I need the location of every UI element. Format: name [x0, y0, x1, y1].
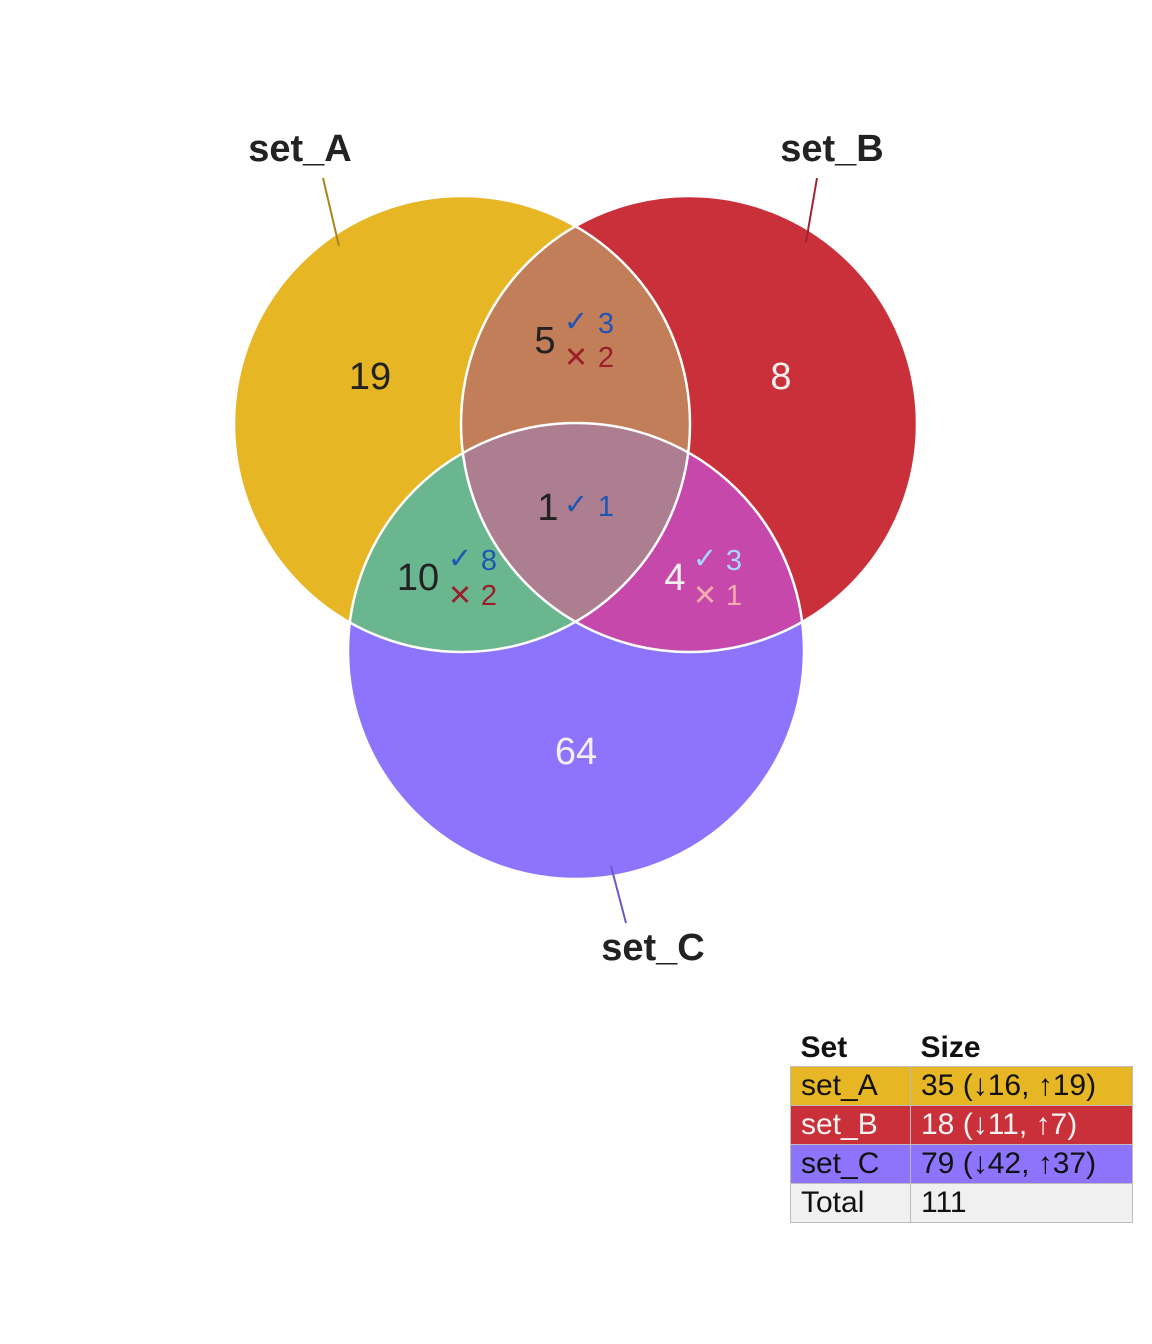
region-ac-down-mark: ✕	[448, 580, 472, 612]
region-bc-up-count: 3	[726, 545, 742, 577]
legend-row: set_A 35 (↓16, ↑19)	[790, 1066, 1133, 1106]
set-b-label: set_B	[780, 128, 884, 170]
region-a-only-count: 19	[349, 356, 391, 398]
legend-header-size: Size	[920, 1031, 981, 1064]
region-ab-up-mark: ✓	[564, 306, 588, 338]
region-ac-count: 10	[397, 557, 439, 599]
legend-row: set_B 18 (↓11, ↑7)	[790, 1105, 1133, 1145]
region-b-only-count: 8	[770, 356, 791, 398]
region-c-only-count: 64	[555, 731, 597, 773]
set-c-outline	[346, 421, 806, 881]
set-c-leader-line	[610, 865, 627, 924]
region-ac-up-mark: ✓	[448, 543, 472, 575]
set-a-outline	[232, 194, 692, 654]
set-a-label: set_A	[248, 128, 352, 170]
region-bc-down-mark: ✕	[693, 580, 717, 612]
set-b-outline	[459, 194, 919, 654]
set-a-leader-line	[322, 177, 340, 247]
region-ab-up-count: 3	[598, 308, 614, 340]
region-ac-down-count: 2	[481, 580, 497, 612]
region-abc-up-count: 1	[598, 491, 614, 523]
legend-header-row: Set Size	[791, 1028, 1133, 1067]
region-bc-count: 4	[664, 557, 685, 599]
legend-total-label: Total	[790, 1183, 911, 1223]
region-ab-count: 5	[534, 320, 555, 362]
legend-set-size: 79 (↓42, ↑37)	[910, 1144, 1133, 1184]
legend-total-row: Total 111	[790, 1183, 1133, 1223]
legend-header-set: Set	[800, 1031, 848, 1064]
legend-set-name: set_B	[790, 1105, 911, 1145]
region-abc-count: 1	[537, 487, 558, 529]
legend-set-size: 35 (↓16, ↑19)	[910, 1066, 1133, 1106]
region-bc-up-mark: ✓	[693, 543, 717, 575]
region-ab-down-mark: ✕	[564, 342, 588, 374]
legend-set-name: set_C	[790, 1144, 911, 1184]
set-c-label: set_C	[601, 927, 705, 969]
legend-row: set_C 79 (↓42, ↑37)	[790, 1144, 1133, 1184]
region-abc-up-mark: ✓	[564, 489, 588, 521]
set-b-leader-line	[805, 177, 818, 243]
region-bc-down-count: 1	[726, 580, 742, 612]
legend-set-size: 18 (↓11, ↑7)	[910, 1105, 1133, 1145]
region-ab-down-count: 2	[598, 342, 614, 374]
legend-total-value: 111	[910, 1183, 1133, 1223]
region-ac-up-count: 8	[481, 545, 497, 577]
legend-set-name: set_A	[790, 1066, 911, 1106]
set-size-legend: Set Size set_A 35 (↓16, ↑19) set_B 18 (↓…	[790, 1028, 1133, 1223]
